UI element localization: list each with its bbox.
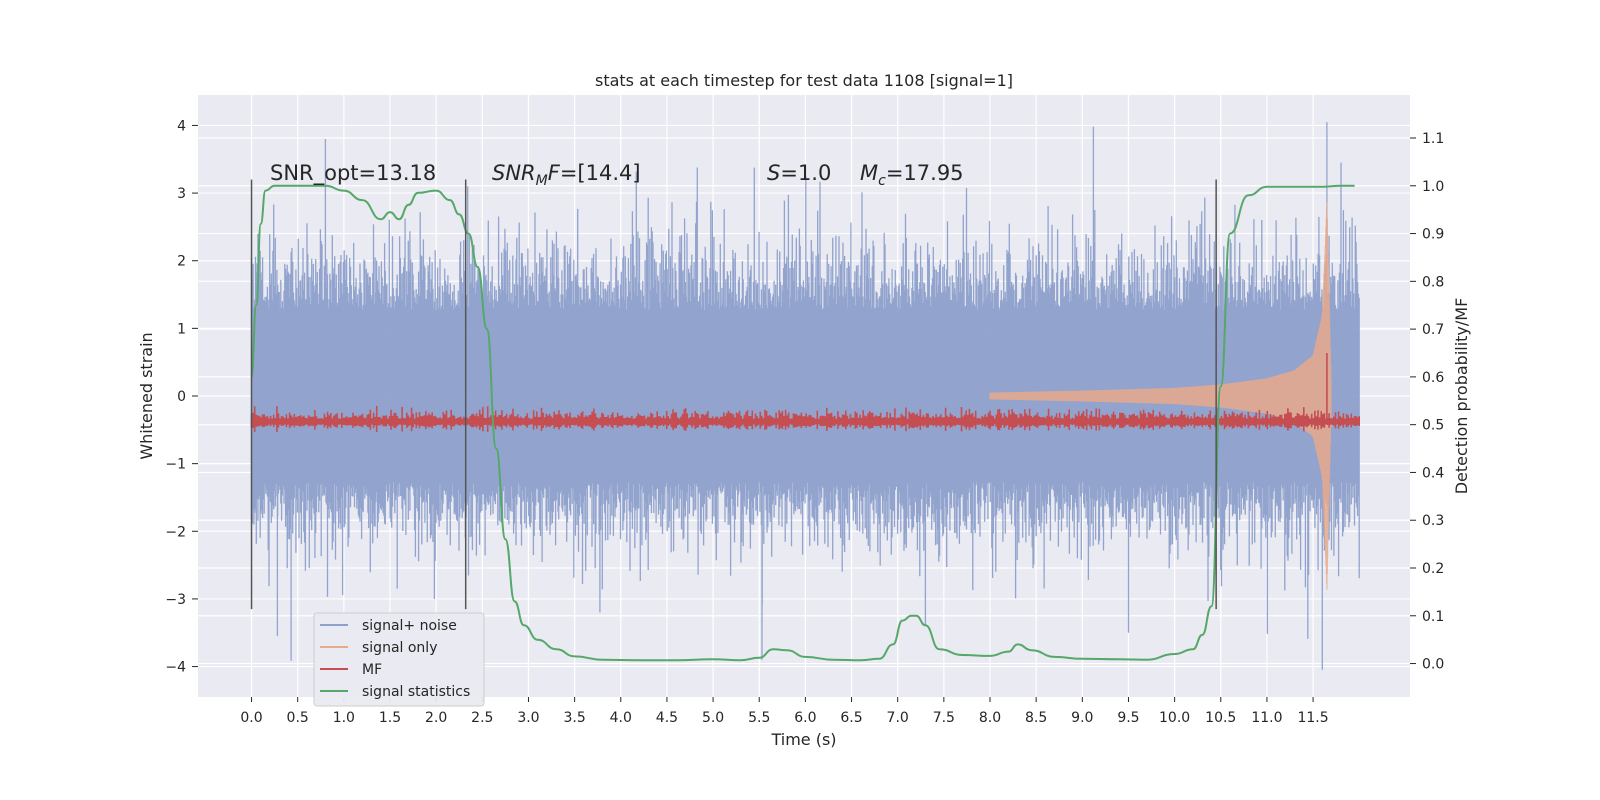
- y-tick-label: 1: [177, 321, 186, 337]
- plot-area: [250, 122, 1360, 670]
- x-tick-label: 6.0: [794, 710, 816, 726]
- y-tick-label: −3: [165, 592, 186, 608]
- x-tick-label: 11.5: [1297, 710, 1328, 726]
- x-tick-label: 5.5: [748, 710, 770, 726]
- x-tick-label: 7.5: [933, 710, 955, 726]
- annotation-snr-opt: SNR_opt=13.18: [270, 161, 436, 186]
- x-tick-label: 3.5: [563, 710, 585, 726]
- y2-tick-label: 0.3: [1422, 513, 1444, 529]
- x-axis: 0.0 0.5 1.0 1.5 2.0 2.5 3.0 3.5 4.0 4.5 5.0 5.5 6.0 6…: [240, 697, 1329, 726]
- x-tick-label: 2.0: [425, 710, 447, 726]
- x-tick-label: 1.5: [379, 710, 401, 726]
- y2-tick-label: 0.7: [1422, 322, 1444, 338]
- y2-tick-label: 0.6: [1422, 370, 1444, 386]
- y2-tick-label: 1.0: [1422, 179, 1444, 195]
- x-tick-label: 9.5: [1117, 710, 1139, 726]
- x-tick-label: 8.5: [1025, 710, 1047, 726]
- x-tick-label: 4.5: [656, 710, 678, 726]
- y2-axis-label: Detection probability/MF: [1452, 298, 1471, 495]
- annotations: SNR_opt=13.18 SNRMF=[14.4] S=1.0 Mc=17.9…: [270, 161, 964, 189]
- legend-label: MF: [362, 662, 382, 678]
- y-tick-label: 2: [177, 254, 186, 270]
- y-tick-label: −4: [165, 660, 186, 676]
- chart-title: stats at each timestep for test data 110…: [595, 71, 1013, 90]
- annotation-snr-mf: SNRMF=[14.4]: [492, 161, 641, 189]
- annotation-s: S=1.0: [767, 161, 831, 185]
- legend-label: signal statistics: [362, 684, 470, 700]
- x-tick-label: 3.0: [517, 710, 539, 726]
- x-tick-label: 1.0: [333, 710, 355, 726]
- legend: signal+ noise signal only MF signal statist…: [313, 612, 485, 707]
- x-tick-label: 11.0: [1251, 710, 1282, 726]
- x-tick-label: 10.0: [1159, 710, 1190, 726]
- x-tick-label: 2.5: [471, 710, 493, 726]
- series-signal-statistics: [250, 184, 1355, 662]
- y2-tick-label: 0.9: [1422, 227, 1444, 243]
- legend-label: signal only: [362, 640, 437, 656]
- y-axis: 4 3 2 1 0 −1 −2 −3 −4: [165, 118, 198, 676]
- x-tick-label: 0.0: [240, 710, 262, 726]
- y2-tick-label: 0.4: [1422, 465, 1444, 481]
- y2-tick-label: 1.1: [1422, 131, 1444, 147]
- y-tick-label: 4: [177, 118, 186, 134]
- y-tick-label: 0: [177, 389, 186, 405]
- y-axis-label: Whitened strain: [137, 332, 156, 459]
- y-tick-label: −2: [165, 524, 186, 540]
- x-tick-label: 4.0: [610, 710, 632, 726]
- y-tick-label: −1: [165, 457, 186, 473]
- y2-tick-label: 0.5: [1422, 418, 1444, 434]
- y2-axis: 1.1 1.0 0.9 0.8 0.7 0.6 0.5 0.4 0.3 0.2 0.1 0.0: [1410, 131, 1444, 673]
- x-tick-label: 6.5: [840, 710, 862, 726]
- x-tick-label: 10.5: [1205, 710, 1236, 726]
- x-tick-label: 7.0: [887, 710, 909, 726]
- y2-tick-label: 0.2: [1422, 561, 1444, 577]
- x-tick-label: 5.0: [702, 710, 724, 726]
- y2-tick-label: 0.8: [1422, 274, 1444, 290]
- legend-box: [313, 612, 485, 707]
- annotation-mc: Mc=17.95: [860, 161, 964, 189]
- y-tick-label: 3: [177, 186, 186, 202]
- x-axis-label: Time (s): [770, 730, 836, 749]
- x-tick-label: 9.0: [1071, 710, 1093, 726]
- series-signal-only: [989, 202, 1332, 590]
- legend-label: signal+ noise: [362, 618, 457, 634]
- y2-tick-label: 0.1: [1422, 609, 1444, 625]
- x-tick-label: 0.5: [287, 710, 309, 726]
- x-tick-label: 8.0: [979, 710, 1001, 726]
- y2-tick-label: 0.0: [1422, 657, 1444, 673]
